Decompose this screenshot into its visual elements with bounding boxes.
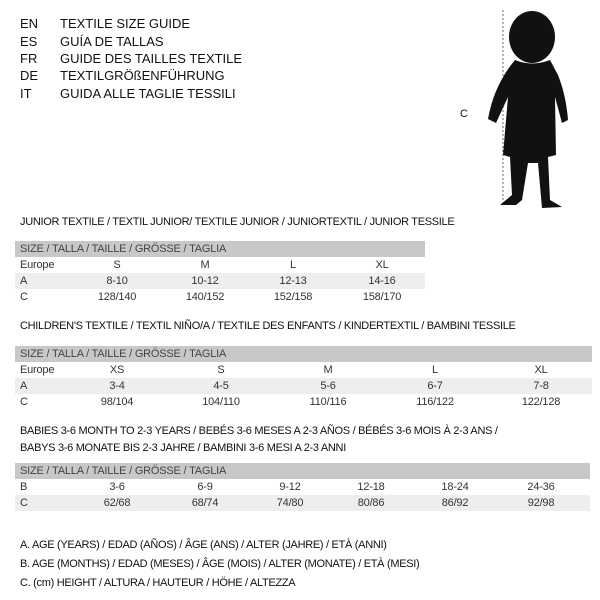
table-row: A 3-4 4-5 5-6 6-7 7-8 bbox=[15, 378, 592, 394]
size-header: SIZE / TALLA / TAILLE / GRÖSSE / TAGLIA bbox=[15, 241, 425, 257]
cell: 6-7 bbox=[427, 380, 443, 392]
cell: 110/116 bbox=[309, 396, 347, 408]
babies-size-table: SIZE / TALLA / TAILLE / GRÖSSE / TAGLIA … bbox=[15, 463, 590, 511]
cell: 12-18 bbox=[357, 481, 385, 493]
table-row: Europe XS S M L XL bbox=[15, 362, 592, 378]
table-row: C 62/68 68/74 74/80 80/86 86/92 92/98 bbox=[15, 495, 590, 511]
cell: 116/122 bbox=[416, 396, 454, 408]
cell: 10-12 bbox=[191, 275, 219, 287]
cell: 3-4 bbox=[109, 380, 125, 392]
cell: M bbox=[200, 259, 210, 271]
cell: 122/128 bbox=[521, 396, 561, 408]
babies-title-line1: BABIES 3-6 MONTH TO 2-3 YEARS / BEBÉS 3-… bbox=[20, 425, 498, 437]
table-row: A 8-10 10-12 12-13 14-16 bbox=[15, 273, 425, 289]
cell: 18-24 bbox=[441, 481, 469, 493]
cell: 3-6 bbox=[109, 481, 125, 493]
cell: 14-16 bbox=[368, 275, 396, 287]
note-a: A. AGE (YEARS) / EDAD (AÑOS) / ÂGE (ANS)… bbox=[20, 539, 387, 551]
junior-size-table: SIZE / TALLA / TAILLE / GRÖSSE / TAGLIA … bbox=[15, 241, 425, 305]
row-label: A bbox=[20, 380, 28, 392]
cell: 7-8 bbox=[533, 380, 549, 392]
cell: S bbox=[217, 364, 225, 376]
measure-label: C bbox=[460, 108, 468, 120]
cell: 80/86 bbox=[357, 497, 385, 509]
cell: 68/74 bbox=[191, 497, 219, 509]
table-row: B 3-6 6-9 9-12 12-18 18-24 24-36 bbox=[15, 479, 590, 495]
lang-code: ES bbox=[20, 34, 38, 49]
cell: 104/110 bbox=[202, 396, 240, 408]
cell: 158/170 bbox=[362, 291, 402, 303]
cell: XL bbox=[534, 364, 548, 376]
children-size-table: SIZE / TALLA / TAILLE / GRÖSSE / TAGLIA … bbox=[15, 346, 592, 410]
lang-title: TEXTILGRÖßENFÜHRUNG bbox=[60, 68, 225, 83]
cell: 140/152 bbox=[185, 291, 225, 303]
table-row: C 98/104 104/110 110/116 116/122 122/128 bbox=[15, 394, 592, 410]
row-label: Europe bbox=[20, 364, 55, 376]
note-c: C. (cm) HEIGHT / ALTURA / HAUTEUR / HÖHE… bbox=[20, 577, 296, 589]
cell: 74/80 bbox=[276, 497, 304, 509]
row-label: C bbox=[20, 396, 28, 408]
lang-code: EN bbox=[20, 16, 39, 31]
cell: XS bbox=[109, 364, 125, 376]
cell: 8-10 bbox=[106, 275, 128, 287]
note-b: B. AGE (MONTHS) / EDAD (MESES) / ÂGE (MO… bbox=[20, 558, 420, 570]
cell: L bbox=[432, 364, 438, 376]
cell: 4-5 bbox=[213, 380, 229, 392]
lang-code: IT bbox=[20, 86, 32, 101]
lang-code: FR bbox=[20, 51, 38, 66]
child-silhouette-icon bbox=[488, 10, 568, 208]
cell: 86/92 bbox=[441, 497, 469, 509]
table-row: Europe S M L XL bbox=[15, 257, 425, 273]
cell: 24-36 bbox=[527, 481, 555, 493]
lang-title: GUIDA ALLE TAGLIE TESSILI bbox=[60, 86, 236, 101]
cell: S bbox=[113, 259, 121, 271]
lang-title: GUÍA DE TALLAS bbox=[60, 34, 164, 49]
lang-code: DE bbox=[20, 68, 39, 83]
cell: 12-13 bbox=[279, 275, 307, 287]
cell: M bbox=[323, 364, 333, 376]
size-header: SIZE / TALLA / TAILLE / GRÖSSE / TAGLIA bbox=[15, 346, 592, 362]
row-label: C bbox=[20, 497, 28, 509]
cell: 128/140 bbox=[97, 291, 137, 303]
legend-notes: A. AGE (YEARS) / EDAD (AÑOS) / ÂGE (ANS)… bbox=[20, 536, 420, 593]
cell: XL bbox=[375, 259, 389, 271]
size-header: SIZE / TALLA / TAILLE / GRÖSSE / TAGLIA bbox=[15, 463, 590, 479]
row-label: B bbox=[20, 481, 28, 493]
cell: L bbox=[290, 259, 296, 271]
row-label: C bbox=[20, 291, 28, 303]
cell: 5-6 bbox=[320, 380, 336, 392]
row-label: Europe bbox=[20, 259, 55, 271]
cell: 98/104 bbox=[100, 396, 134, 408]
cell: 92/98 bbox=[527, 497, 555, 509]
cell: 152/158 bbox=[273, 291, 313, 303]
row-label: A bbox=[20, 275, 28, 287]
children-title: CHILDREN'S TEXTILE / TEXTIL NIÑO/A / TEX… bbox=[20, 320, 516, 332]
junior-title: JUNIOR TEXTILE / TEXTIL JUNIOR/ TEXTILE … bbox=[20, 216, 455, 228]
babies-title-line2: BABYS 3-6 MONATE BIS 2-3 JAHRE / BAMBINI… bbox=[20, 442, 346, 454]
lang-title: GUIDE DES TAILLES TEXTILE bbox=[60, 51, 243, 66]
table-row: C 128/140 140/152 152/158 158/170 bbox=[15, 289, 425, 305]
cell: 62/68 bbox=[103, 497, 131, 509]
cell: 6-9 bbox=[197, 481, 213, 493]
lang-title: TEXTILE SIZE GUIDE bbox=[60, 16, 191, 31]
cell: 9-12 bbox=[279, 481, 301, 493]
